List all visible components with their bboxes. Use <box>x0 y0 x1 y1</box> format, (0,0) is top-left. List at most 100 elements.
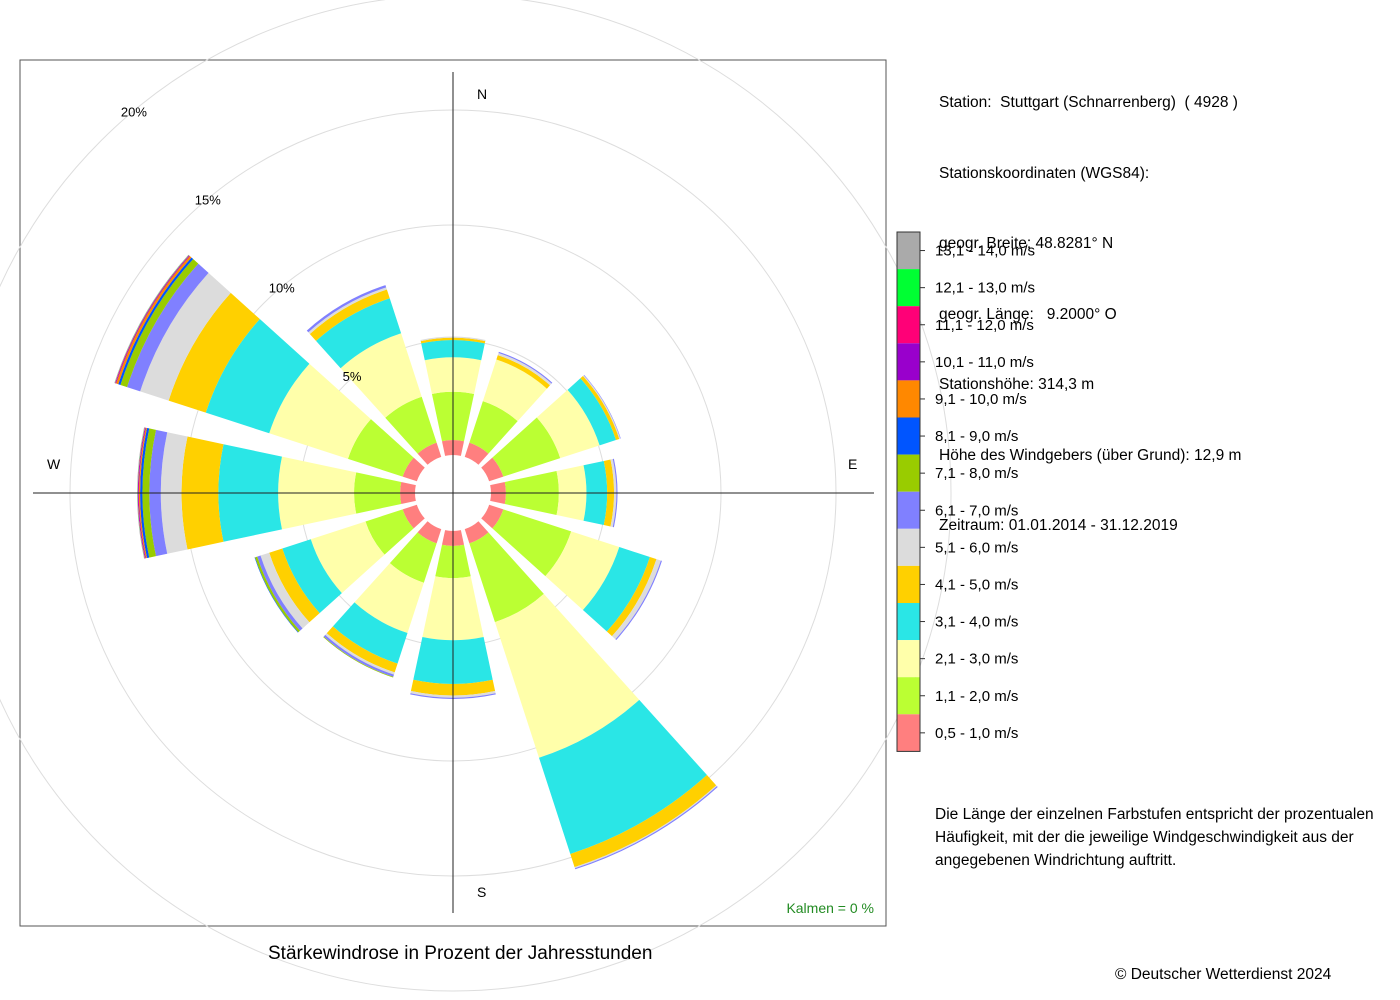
rose-segment-wsw-class-5 <box>269 548 320 623</box>
rose-segment-sse-class-5 <box>570 775 717 868</box>
legend-swatch-7 <box>897 491 920 529</box>
ring-label: 10% <box>269 281 295 296</box>
legend-swatch-10 <box>897 380 920 418</box>
rose-segment-w-class-11 <box>138 427 146 559</box>
rose-segment-s-class-6 <box>410 691 496 698</box>
legend-label-3: 2,1 - 3,0 m/s <box>935 651 1018 668</box>
rose-segment-wnw-class-3 <box>269 363 371 459</box>
rose-segment-ssw-class-2 <box>389 532 437 583</box>
rose-segment-ssw-class-6 <box>325 633 395 675</box>
rose-segment-nnw-class-3 <box>340 333 422 418</box>
legend-label-7: 6,1 - 7,0 m/s <box>935 502 1018 519</box>
legend-label-14: 13,1 - 14,0 m/s <box>935 243 1035 260</box>
legend-label-12: 11,1 - 12,0 m/s <box>935 317 1034 334</box>
time-period: Zeitraum: 01.01.2014 - 31.12.2019 <box>939 517 1178 534</box>
rose-segment-ene-class-2 <box>492 417 561 477</box>
rose-segment-wsw-class-3 <box>310 521 385 594</box>
rose-segment-ese-class-1 <box>481 504 504 529</box>
rose-segment-wnw-class-7 <box>127 263 209 392</box>
legend-swatch-5 <box>897 565 920 603</box>
compass-label-east: E <box>848 456 857 472</box>
rose-segment-nnw-class-2 <box>385 396 437 454</box>
legend-label-10: 9,1 - 10,0 m/s <box>935 391 1027 408</box>
rose-segment-nne-class-2 <box>469 401 518 454</box>
rose-segment-wnw-class-1 <box>402 457 425 482</box>
rose-segment-nnw-class-7 <box>306 285 387 333</box>
rose-segment-wsw-class-7 <box>257 555 303 631</box>
rose-segment-w-class-13 <box>137 427 145 559</box>
rose-segment-wnw-class-6 <box>140 272 231 401</box>
legend-swatch-12 <box>897 306 920 344</box>
rose-segment-ssw-class-7 <box>323 634 394 677</box>
legend-label-4: 3,1 - 4,0 m/s <box>935 614 1018 631</box>
legend-label-5: 4,1 - 5,0 m/s <box>935 576 1018 593</box>
rose-segment-n-class-5 <box>420 337 486 344</box>
rose-segment-nnw-class-1 <box>417 442 442 465</box>
rose-segment-w-class-12 <box>137 427 146 559</box>
station-elevation: Stationshöhe: 314,3 m <box>939 376 1095 393</box>
calms-label: Kalmen = 0 % <box>786 900 874 916</box>
rose-segment-nne-class-3 <box>482 359 547 422</box>
compass-label-west: W <box>47 456 61 472</box>
rose-segment-wsw-class-4 <box>282 539 342 614</box>
compass-label-south: S <box>477 884 486 900</box>
rose-segment-wnw-class-4 <box>205 319 310 434</box>
rose-segment-nnw-class-5 <box>309 289 390 341</box>
legend-swatch-2 <box>897 677 920 715</box>
legend-label-1: 0,5 - 1,0 m/s <box>935 725 1018 742</box>
legend-label-9: 8,1 - 9,0 m/s <box>935 428 1018 445</box>
copyright-notice: © Deutscher Wetterdienst 2024 <box>1115 966 1332 983</box>
sensor-height: Höhe des Windgebers (über Grund): 12,9 m <box>939 446 1242 464</box>
rose-segment-ene-class-4 <box>567 378 617 446</box>
legend-label-2: 1,1 - 2,0 m/s <box>935 688 1018 705</box>
legend-label-8: 7,1 - 8,0 m/s <box>935 465 1018 482</box>
rose-segment-ene-class-3 <box>536 389 600 459</box>
rose-segment-wnw-class-2 <box>347 419 414 477</box>
rose-segment-ese-class-5 <box>606 556 657 637</box>
legend-swatch-13 <box>897 269 920 307</box>
rose-segment-nne-class-5 <box>496 355 550 389</box>
legend-label-6: 5,1 - 6,0 m/s <box>935 539 1018 556</box>
coordinates-heading: Stationskoordinaten (WGS84): <box>939 164 1150 182</box>
explanation-note: Die Länge der einzelnen Farbstufen entsp… <box>935 806 1374 869</box>
rose-segment-wsw-class-8 <box>254 556 300 633</box>
rose-segment-w-class-9 <box>140 427 150 559</box>
legend-swatch-14 <box>897 232 920 270</box>
rose-segment-ese-class-3 <box>545 531 620 610</box>
rose-segment-ssw-class-3 <box>354 563 424 634</box>
station-info: Station: Stuttgart (Schnarrenberg) ( 492… <box>939 44 1241 561</box>
legend-swatch-6 <box>897 528 920 566</box>
rose-segment-nnw-class-6 <box>308 287 387 334</box>
legend-swatch-11 <box>897 343 920 381</box>
ring-label: 15% <box>195 193 221 208</box>
legend-label-11: 10,1 - 11,0 m/s <box>935 354 1034 371</box>
legend-swatch-4 <box>897 603 920 641</box>
rose-segment-n-class-6 <box>420 336 486 342</box>
rose-segment-ene-class-1 <box>481 457 504 482</box>
rose-segment-s-class-7 <box>410 693 496 699</box>
longitude: geogr. Länge: 9.2000° O <box>939 305 1117 323</box>
speed-legend: 13,1 - 14,0 m/s 12,1 - 13,0 m/s 11,1 - 12,… <box>896 231 1035 752</box>
rose-segment-sse-class-1 <box>464 521 489 544</box>
rose-segment-ese-class-4 <box>582 547 650 632</box>
legend-swatch-3 <box>897 640 920 678</box>
compass-label-north: N <box>477 86 487 102</box>
rose-segment-ssw-class-4 <box>332 602 408 664</box>
legend-swatch-9 <box>897 417 920 455</box>
station-name: Station: Stuttgart (Schnarrenberg) ( 492… <box>939 94 1238 111</box>
rose-segment-nne-class-1 <box>464 442 489 465</box>
rose-segment-wsw-class-1 <box>402 504 425 529</box>
legend-border <box>896 231 921 752</box>
rose-segment-e-class-7 <box>612 458 618 528</box>
rose-segment-e-class-6 <box>610 459 617 527</box>
ring-label: 5% <box>343 369 362 384</box>
grid-ring <box>0 0 952 992</box>
rose-segment-ssw-class-1 <box>417 521 442 544</box>
chart-caption: Stärkewindrose in Prozent der Jahresstun… <box>268 943 653 964</box>
rose-segment-ese-class-2 <box>492 509 572 577</box>
rose-segment-wsw-class-2 <box>365 509 414 555</box>
rose-segment-w-class-14 <box>137 427 145 559</box>
rose-segment-nne-class-6 <box>497 352 552 386</box>
latitude: geogr. Breite: 48.8281° N <box>939 235 1114 252</box>
